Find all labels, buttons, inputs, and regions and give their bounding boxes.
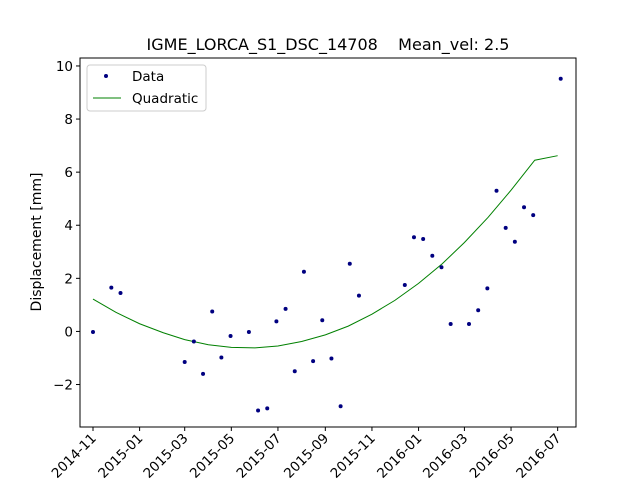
data-point — [531, 213, 536, 218]
data-point — [228, 333, 233, 338]
data-point — [467, 322, 471, 326]
data-point — [292, 369, 297, 374]
data-point — [274, 319, 279, 324]
legend-data-marker — [104, 74, 108, 78]
data-point — [201, 371, 206, 376]
data-point — [301, 269, 306, 274]
y-tick-label: 6 — [64, 165, 73, 181]
plot-area — [90, 76, 563, 413]
data-point — [329, 356, 334, 361]
legend-box — [86, 64, 207, 112]
data-point — [347, 261, 352, 266]
y-tick-label: 8 — [64, 112, 73, 128]
data-point — [402, 282, 407, 287]
y-tick-label: 4 — [64, 218, 73, 234]
data-point — [246, 329, 251, 334]
data-point — [448, 322, 453, 326]
data-point — [439, 265, 444, 270]
y-tick-label: 2 — [64, 271, 73, 287]
data-point — [90, 329, 95, 334]
data-point — [191, 339, 196, 344]
data-point — [522, 205, 527, 210]
data-point — [311, 359, 316, 364]
data-point — [494, 188, 499, 193]
data-point — [503, 225, 508, 230]
data-point — [338, 404, 343, 409]
data-point — [219, 355, 224, 360]
data-point — [512, 239, 517, 244]
data-point — [430, 253, 435, 258]
data-point — [411, 235, 416, 240]
data-point — [485, 286, 490, 291]
data-point — [118, 290, 123, 295]
y-axis-label: Displacement [mm] — [29, 173, 45, 312]
data-point — [283, 306, 288, 311]
data-point — [256, 408, 261, 413]
y-tick-label: −2 — [53, 378, 73, 394]
data-point — [356, 293, 361, 298]
legend: Data Quadratic — [86, 64, 207, 112]
data-point — [320, 318, 325, 323]
data-point — [109, 285, 114, 290]
data-point — [476, 308, 481, 313]
quadratic-fit-line — [92, 155, 558, 349]
fit-curve-layer — [92, 155, 558, 349]
legend-label-data: Data — [132, 69, 164, 85]
data-points-layer — [90, 76, 563, 413]
data-point — [210, 309, 215, 314]
y-axis: −2 0 2 4 6 8 10 — [53, 59, 80, 394]
y-tick-label: 10 — [56, 59, 73, 75]
y-tick-label: 0 — [64, 324, 73, 340]
data-point — [182, 359, 187, 364]
data-point — [421, 237, 426, 242]
axes-frame — [79, 57, 577, 428]
data-point — [558, 76, 563, 81]
chart-title: IGME_LORCA_S1_DSC_14708 Mean_vel: 2.5 — [147, 35, 510, 55]
data-point — [265, 406, 270, 411]
legend-label-quadratic: Quadratic — [132, 91, 198, 107]
